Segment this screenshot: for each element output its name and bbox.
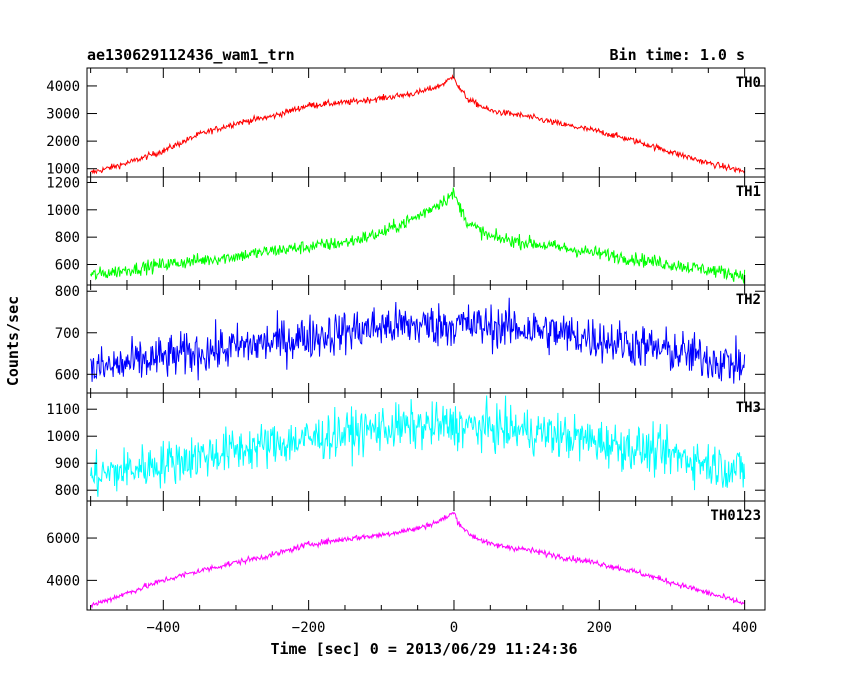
y-tick-label: 800 bbox=[55, 230, 80, 246]
panel-th1: 600 800 1000 1200 TH1 bbox=[46, 175, 766, 286]
y-tick-label: 1000 bbox=[46, 162, 80, 178]
x-tick-label: 400 bbox=[732, 620, 757, 636]
x-tick-label: −200 bbox=[292, 620, 326, 636]
x-axis-title: Time [sec] 0 = 2013/06/29 11:24:36 bbox=[270, 640, 577, 658]
y-tick-label: 4000 bbox=[46, 573, 80, 589]
panel-label: TH2 bbox=[736, 292, 761, 308]
panel-label: TH0 bbox=[736, 75, 761, 91]
y-tick-label: 800 bbox=[55, 483, 80, 499]
y-tick-label: 700 bbox=[55, 326, 80, 342]
y-tick-label: 600 bbox=[55, 367, 80, 383]
panel-label: TH0123 bbox=[710, 508, 761, 524]
y-tick-label: 800 bbox=[55, 284, 80, 300]
y-tick-label: 2000 bbox=[46, 134, 80, 150]
series-line-th0 bbox=[90, 73, 746, 175]
y-tick-label: 600 bbox=[55, 257, 80, 273]
panel-th3: 800 900 1000 1100 TH3 bbox=[46, 392, 766, 502]
bin-time-label: Bin time: 1.0 s bbox=[610, 46, 745, 64]
y-tick-label: 900 bbox=[55, 456, 80, 472]
panel-th0: 1000 2000 3000 4000 TH0 bbox=[46, 67, 766, 178]
y-tick-label: 6000 bbox=[46, 531, 80, 547]
series-line-th2 bbox=[90, 297, 746, 384]
panel-th0123: 4000 6000 TH0123 bbox=[46, 500, 766, 611]
y-tick-label: 4000 bbox=[46, 79, 80, 95]
panel-frame bbox=[86, 500, 766, 611]
series-line-th0123 bbox=[90, 511, 746, 609]
panel-frame bbox=[86, 284, 766, 394]
x-tick-label: 0 bbox=[450, 620, 458, 636]
y-axis-title: Counts/sec bbox=[4, 296, 22, 386]
panel-frame bbox=[86, 176, 766, 286]
panel-label: TH1 bbox=[736, 184, 761, 200]
series-line-th1 bbox=[90, 187, 746, 284]
panel-th2: 600 700 800 TH2 bbox=[55, 284, 766, 394]
panel-frame bbox=[86, 67, 766, 178]
x-tick-label: 200 bbox=[587, 620, 612, 636]
x-tick-label: −400 bbox=[146, 620, 180, 636]
y-tick-label: 1000 bbox=[46, 429, 80, 445]
y-tick-label: 3000 bbox=[46, 107, 80, 123]
y-tick-label: 1200 bbox=[46, 175, 80, 191]
chart-title: ae130629112436_wam1_trn bbox=[87, 46, 295, 64]
series-line-th3 bbox=[90, 395, 746, 497]
y-tick-label: 1100 bbox=[46, 402, 80, 418]
y-tick-label: 1000 bbox=[46, 203, 80, 219]
panel-label: TH3 bbox=[736, 400, 761, 416]
